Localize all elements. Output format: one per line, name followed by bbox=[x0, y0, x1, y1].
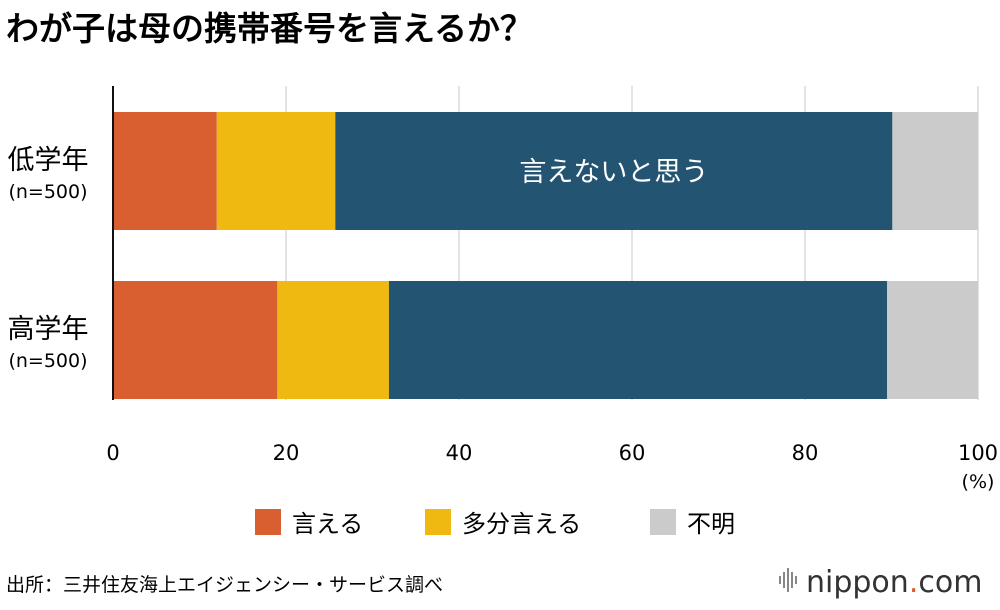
bars bbox=[113, 112, 978, 399]
bar-inline-label: 言えないと思う bbox=[519, 157, 708, 188]
bar-segment bbox=[335, 112, 893, 230]
brand-tld: com bbox=[918, 565, 982, 600]
legend-swatch bbox=[425, 509, 451, 535]
x-tick-label: 20 bbox=[273, 441, 300, 465]
x-tick-label: 80 bbox=[792, 441, 819, 465]
bar-segment bbox=[887, 281, 978, 399]
bar-segment bbox=[892, 112, 978, 230]
legend-swatch bbox=[255, 509, 281, 535]
legend-label: 言える bbox=[292, 510, 363, 538]
category-sample-size: (n=500) bbox=[8, 181, 87, 203]
x-tick-label: 60 bbox=[619, 441, 646, 465]
x-tick-label: 100 bbox=[958, 441, 998, 465]
x-unit-label: (%) bbox=[962, 471, 995, 493]
bar-segment bbox=[216, 112, 336, 230]
bar-segment bbox=[388, 281, 888, 399]
brand-name: nippon bbox=[806, 565, 909, 600]
svg-text:nippon.com: nippon.com bbox=[806, 565, 982, 600]
legend-label: 不明 bbox=[687, 510, 735, 538]
legend: 言える 多分言える 不明 bbox=[255, 509, 735, 538]
legend-swatch bbox=[650, 509, 676, 535]
bar-segment bbox=[113, 112, 217, 230]
category-label: 低学年 bbox=[8, 145, 89, 176]
brand-dot: . bbox=[909, 565, 919, 600]
x-tick-label: 0 bbox=[106, 441, 119, 465]
source-note: 出所：三井住友海上エイジェンシー・サービス調べ bbox=[6, 574, 443, 596]
x-tick-labels: 0 20 40 60 80 100 bbox=[106, 441, 998, 465]
category-labels: 低学年 (n=500) 高学年 (n=500) bbox=[8, 145, 89, 372]
brand-bars-icon bbox=[779, 568, 797, 592]
brand-logo: nippon.com bbox=[779, 565, 982, 600]
bar-segment bbox=[277, 281, 389, 399]
legend-label: 多分言える bbox=[462, 510, 581, 538]
x-tick-label: 40 bbox=[446, 441, 473, 465]
category-label: 高学年 bbox=[8, 314, 89, 345]
chart-title: わが子は母の携帯番号を言えるか？ bbox=[6, 9, 533, 48]
category-sample-size: (n=500) bbox=[8, 350, 87, 372]
bar-segment bbox=[113, 281, 278, 399]
